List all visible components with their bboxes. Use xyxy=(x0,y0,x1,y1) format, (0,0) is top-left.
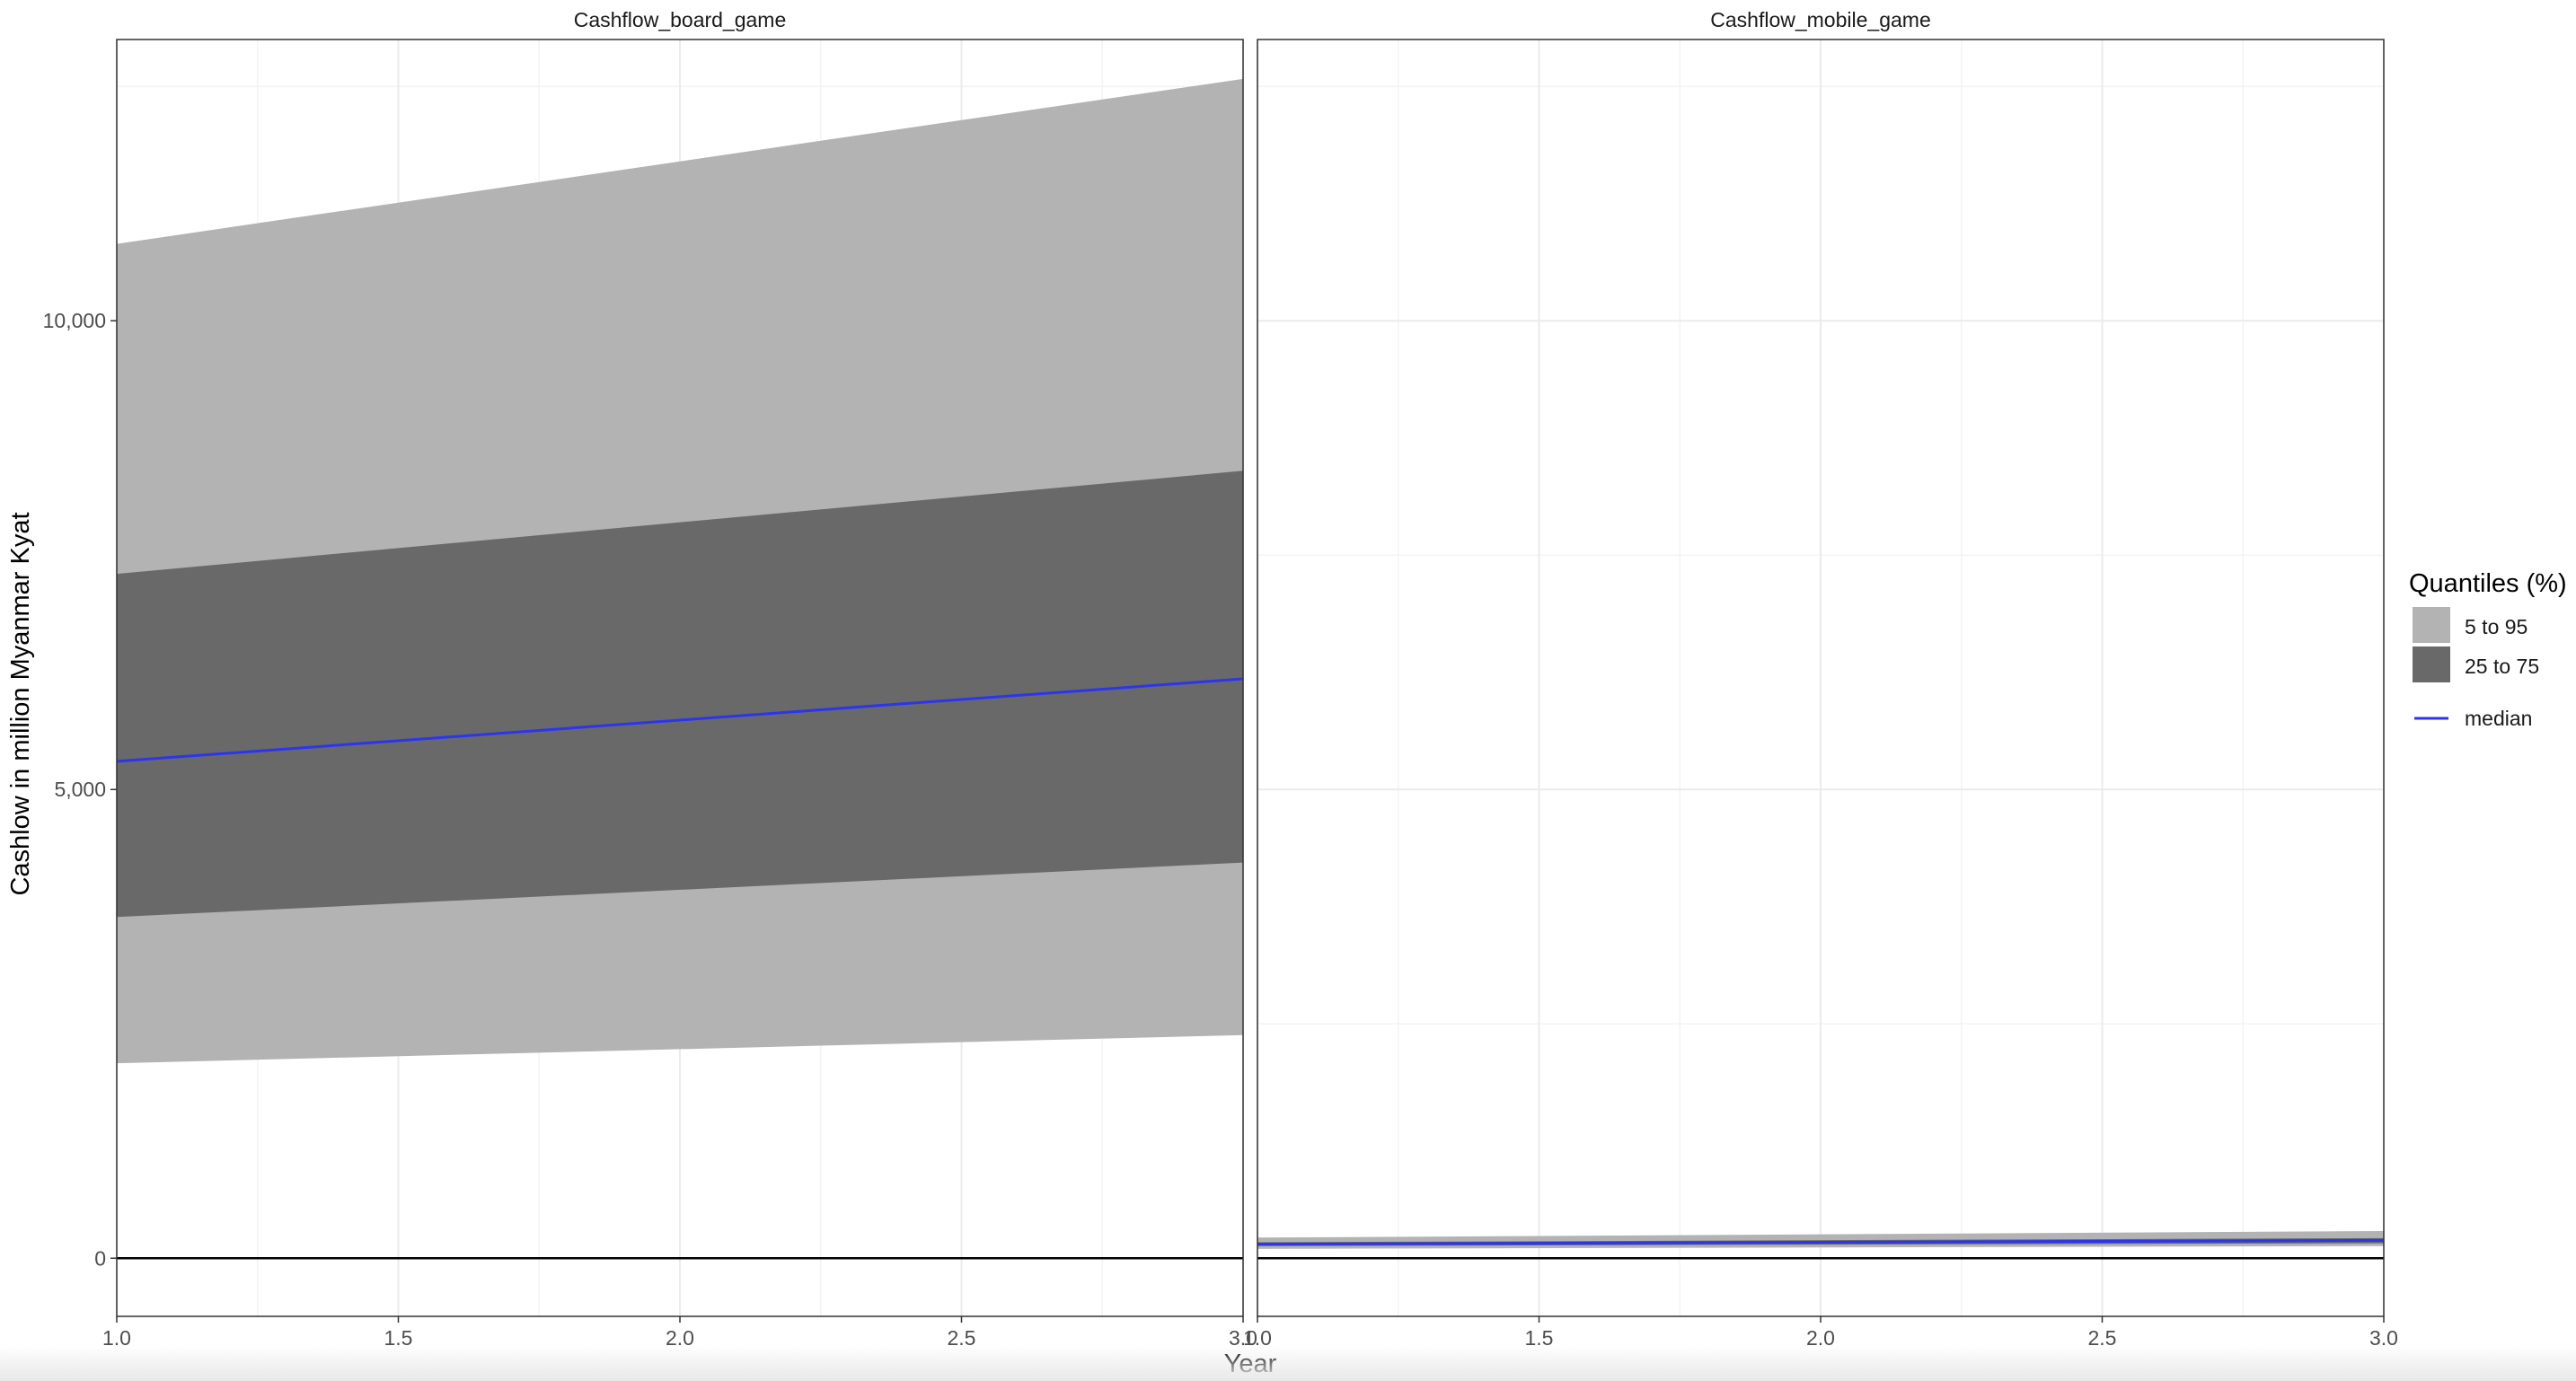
legend-label-5-95: 5 to 95 xyxy=(2465,615,2527,638)
x-tick-label: 1.0 xyxy=(102,1326,131,1350)
band-25-75 xyxy=(117,471,1243,918)
panel-title: Cashflow_board_game xyxy=(574,8,787,31)
x-tick-label: 1.5 xyxy=(384,1326,413,1350)
legend-key-25-75 xyxy=(2413,647,2450,682)
legend-key-5-95 xyxy=(2413,607,2450,643)
x-tick-label: 3.0 xyxy=(2369,1326,2398,1350)
x-axis-title: Year xyxy=(1224,1350,1277,1378)
x-tick-label: 1.0 xyxy=(1243,1326,1272,1350)
panels-layer: Cashflow_board_game 1.0 1.5 2.0 2.5 3.0 0 5,000… xyxy=(43,8,2398,1350)
legend-label-median: median xyxy=(2465,707,2532,730)
x-tick-label: 1.5 xyxy=(1525,1326,1554,1350)
y-tick-label: 10,000 xyxy=(43,309,106,332)
x-tick-label: 2.5 xyxy=(948,1326,976,1350)
y-axis-title: Cashlow in million Myanmar Kyat xyxy=(6,512,35,895)
median-line xyxy=(1257,1238,2385,1246)
y-tick-label: 5,000 xyxy=(54,778,106,801)
legend: Quantiles (%) 5 to 95 25 to 75 median xyxy=(2409,569,2567,730)
y-tick-label: 0 xyxy=(94,1246,106,1270)
legend-label-25-75: 25 to 75 xyxy=(2465,655,2539,678)
panel-title: Cashflow_mobile_game xyxy=(1710,8,1930,31)
panel-2: Cashflow_mobile_game 1.0 1.5 2.0 2.5 3.0 xyxy=(1243,8,2398,1350)
median-line xyxy=(116,677,1244,763)
x-tick-label: 2.0 xyxy=(1806,1326,1835,1350)
x-tick-label: 2.0 xyxy=(666,1326,694,1350)
x-tick-label: 2.5 xyxy=(2088,1326,2117,1350)
legend-title: Quantiles (%) xyxy=(2409,569,2567,598)
